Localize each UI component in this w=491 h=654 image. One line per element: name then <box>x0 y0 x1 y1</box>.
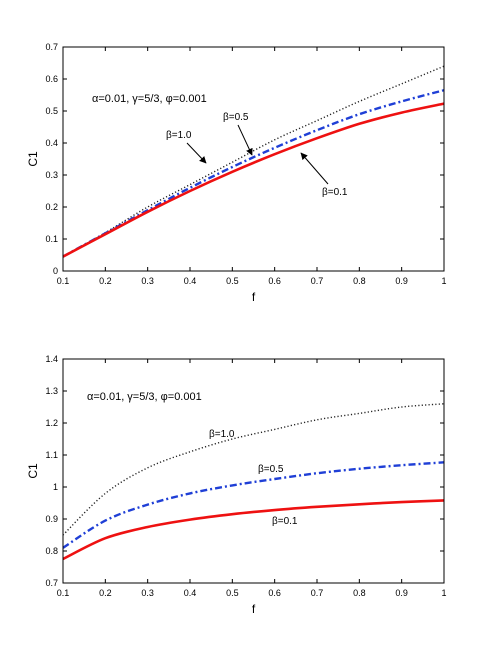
bottom-chart-parameters: α=0.01, γ=5/3, φ=0.001 <box>87 391 202 403</box>
top-series-line-1 <box>62 89 445 258</box>
bottom-chart-ylabel: C1 <box>26 463 40 479</box>
top-arrow-beta-0-1 <box>300 152 329 185</box>
bottom-xtick-label: 0.6 <box>268 588 281 598</box>
top-xtick-label: 0.8 <box>353 276 366 286</box>
bottom-ytick-label: 1.1 <box>45 450 58 460</box>
bottom-label-beta-0-1: β=0.1 <box>272 516 298 527</box>
bottom-xtick-label: 0.8 <box>353 588 366 598</box>
top-ytick-label: 0 <box>53 266 58 276</box>
top-xtick-label: 0.2 <box>99 276 112 286</box>
bottom-ytick-label: 1 <box>53 482 58 492</box>
bottom-ytick-label: 1.3 <box>45 386 58 396</box>
top-xtick-label: 0.9 <box>395 276 408 286</box>
top-ytick-label: 0.2 <box>45 202 58 212</box>
top-xtick-label: 1 <box>441 276 446 286</box>
top-ytick-label: 0.5 <box>45 106 58 116</box>
top-series-line-2 <box>62 102 445 258</box>
bottom-ytick-label: 0.9 <box>45 514 58 524</box>
top-xtick-label: 0.1 <box>57 276 70 286</box>
top-ytick-label: 0.1 <box>45 234 58 244</box>
top-arrow-beta-1-0 <box>186 142 207 164</box>
bottom-ytick-label: 0.7 <box>45 578 58 588</box>
top-ytick-label: 0.4 <box>45 138 58 148</box>
bottom-xtick-label: 0.1 <box>57 588 70 598</box>
bottom-ytick-label: 1.4 <box>45 354 58 364</box>
top-chart-axes-box <box>62 46 445 272</box>
bottom-xtick-label: 0.7 <box>311 588 324 598</box>
bottom-xtick-label: 0.2 <box>99 588 112 598</box>
bottom-chart-xlabel: f <box>252 602 256 616</box>
top-label-beta-0-1: β=0.1 <box>322 187 348 198</box>
top-xtick-label: 0.3 <box>141 276 154 286</box>
bottom-chart-axes-box <box>62 358 445 584</box>
bottom-xtick-label: 1 <box>441 588 446 598</box>
bottom-series-line-1 <box>62 461 445 549</box>
top-xtick-label: 0.7 <box>311 276 324 286</box>
top-xtick-label: 0.5 <box>226 276 239 286</box>
bottom-label-beta-0-5: β=0.5 <box>258 464 284 475</box>
bottom-label-beta-1-0: β=1.0 <box>209 429 235 440</box>
bottom-xtick-label: 0.4 <box>184 588 197 598</box>
top-label-beta-0-5: β=0.5 <box>223 112 249 123</box>
top-arrow-beta-0-5 <box>237 124 253 156</box>
bottom-xtick-label: 0.5 <box>226 588 239 598</box>
top-chart: 0.1 0.2 0.3 0.4 0.5 0.6 0.7 0.8 0.9 1 00.10.20.30… <box>26 42 447 304</box>
bottom-series-line-0 <box>62 403 445 536</box>
top-chart-xlabel: f <box>252 290 256 304</box>
top-xtick-label: 0.6 <box>268 276 281 286</box>
top-xtick-label: 0.4 <box>184 276 197 286</box>
bottom-series-line-2 <box>62 499 445 561</box>
bottom-chart: 0.1 0.2 0.3 0.4 0.5 0.6 0.7 0.8 0.9 1 0.7 0.8 0.9 1 1… <box>26 354 447 616</box>
bottom-ytick-label: 1.2 <box>45 418 58 428</box>
top-ytick-label: 0.6 <box>45 74 58 84</box>
top-series-line-0 <box>62 65 445 258</box>
top-ytick-label: 0.7 <box>45 42 58 52</box>
bottom-xtick-label: 0.9 <box>395 588 408 598</box>
top-ytick-label: 0.3 <box>45 170 58 180</box>
bottom-xtick-label: 0.3 <box>141 588 154 598</box>
top-chart-parameters: α=0.01, γ=5/3, φ=0.001 <box>92 93 207 105</box>
top-chart-ylabel: C1 <box>26 151 40 167</box>
top-label-beta-1-0: β=1.0 <box>166 130 192 141</box>
bottom-ytick-label: 0.8 <box>45 546 58 556</box>
